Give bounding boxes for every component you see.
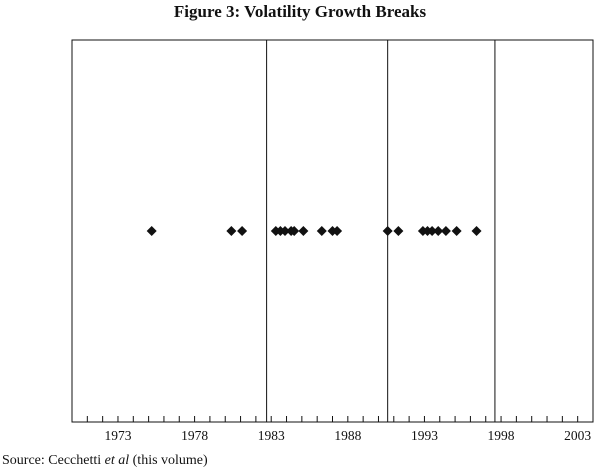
source-note: Source: Cecchetti et al (this volume) xyxy=(2,453,208,469)
x-tick-label-1978: 1978 xyxy=(181,428,208,443)
x-tick-label-1983: 1983 xyxy=(258,428,285,443)
x-tick-label-2003: 2003 xyxy=(564,428,591,443)
source-suffix: (this volume) xyxy=(129,453,208,468)
data-points-group xyxy=(146,226,482,236)
x-tick-label-1993: 1993 xyxy=(411,428,438,443)
data-point-8 xyxy=(289,226,300,236)
data-point-18 xyxy=(433,226,444,236)
x-tick-label-1988: 1988 xyxy=(334,428,361,443)
data-point-9 xyxy=(298,226,309,236)
data-point-17 xyxy=(427,226,438,236)
x-tick-label-1998: 1998 xyxy=(488,428,515,443)
data-point-10 xyxy=(316,226,327,236)
data-point-21 xyxy=(471,226,482,236)
data-point-3 xyxy=(237,226,248,236)
data-point-1 xyxy=(146,226,157,236)
data-point-12 xyxy=(332,226,343,236)
x-tick-label-1973: 1973 xyxy=(104,428,131,443)
data-point-19 xyxy=(440,226,451,236)
x-axis-ticks-group xyxy=(86,416,579,422)
chart-title: Figure 3: Volatility Growth Breaks xyxy=(173,2,427,21)
data-point-13 xyxy=(382,226,393,236)
data-point-2 xyxy=(226,226,237,236)
data-point-20 xyxy=(451,226,462,236)
data-point-14 xyxy=(393,226,404,236)
source-italic: et al xyxy=(104,453,130,468)
x-axis-labels-group: 1973 1978 1983 1988 1993 1998 2003 xyxy=(104,428,591,443)
data-point-6 xyxy=(279,226,290,236)
source-prefix: Source: Cecchetti xyxy=(2,453,105,468)
